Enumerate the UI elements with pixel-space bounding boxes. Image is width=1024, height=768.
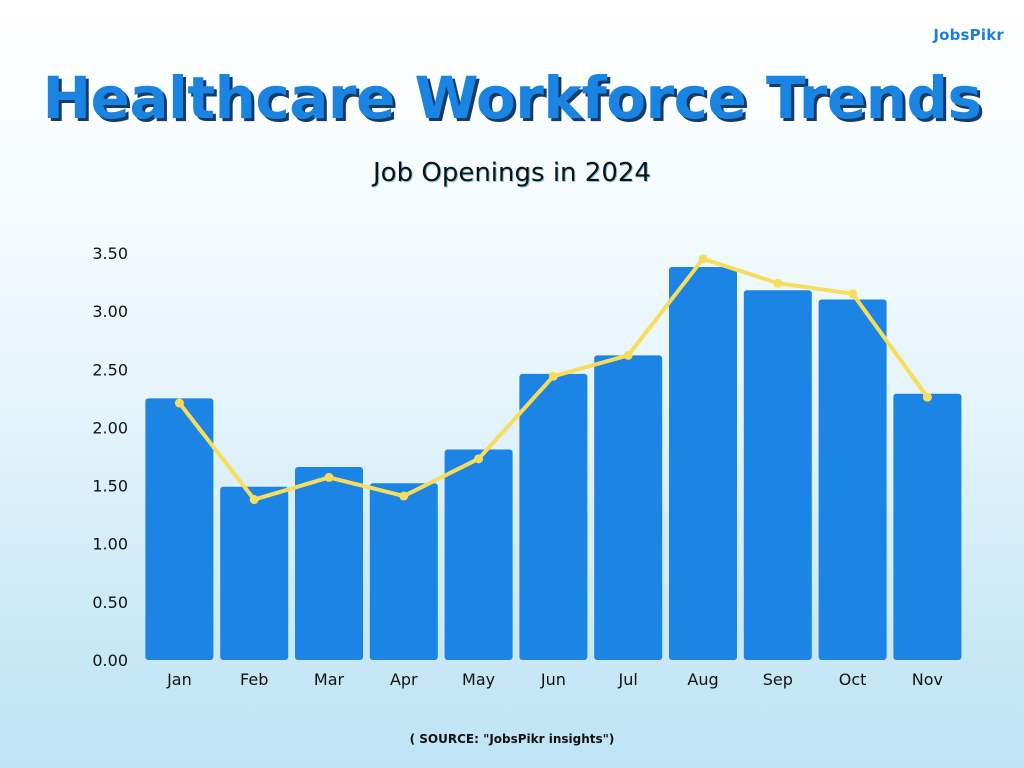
x-axis: Jan Feb Mar Apr May Jun Jul Aug Sep Oct Nov [166, 670, 943, 689]
y-tick-label: 3.00 [92, 302, 128, 321]
bar-feb [220, 486, 289, 660]
x-tick-label: Jul [618, 670, 638, 689]
line-point-apr [399, 491, 409, 501]
x-tick-label: Apr [390, 670, 418, 689]
x-tick-label: Aug [687, 670, 718, 689]
y-tick-label: 0.00 [92, 651, 128, 670]
bar-jan [145, 398, 214, 660]
line-point-jun [548, 371, 558, 381]
bar-aug [669, 266, 737, 660]
x-tick-label: Feb [240, 670, 268, 689]
line-point-mar [324, 472, 334, 482]
jobspikr-logo: JobsPikr [933, 26, 1004, 44]
line-point-jul [623, 350, 633, 360]
line-point-aug [698, 254, 708, 264]
x-tick-label: Jun [540, 670, 566, 689]
bar-nov [893, 393, 962, 660]
x-tick-label: Nov [912, 670, 943, 689]
y-tick-label: 2.00 [92, 418, 128, 437]
line-point-may [474, 454, 484, 464]
y-tick-label: 1.00 [92, 535, 128, 554]
line-series [174, 254, 932, 505]
y-tick-label: 2.50 [92, 360, 128, 379]
x-tick-label: Sep [763, 670, 793, 689]
x-tick-label: Jan [166, 670, 192, 689]
line-point-feb [249, 495, 259, 505]
bar-oct [818, 299, 887, 660]
chart-subtitle: Job Openings in 2024 [373, 158, 651, 188]
bar-jul [594, 355, 663, 660]
chart-title: Healthcare Workforce Trends [42, 64, 982, 132]
bar-mar [295, 466, 363, 660]
x-tick-label: May [462, 670, 495, 689]
y-axis: 0.00 0.50 1.00 1.50 2.00 2.50 3.00 3.50 [92, 244, 128, 670]
bar-sep [743, 290, 812, 660]
bar-series [145, 266, 962, 660]
bar-may [444, 449, 513, 660]
x-tick-label: Oct [839, 670, 867, 689]
line-point-jan [174, 398, 184, 408]
line-point-oct [848, 289, 858, 299]
bar-jun [519, 373, 588, 660]
source-note: ( SOURCE: "JobsPikr insights") [409, 732, 615, 746]
line-point-sep [773, 278, 783, 288]
y-tick-label: 1.50 [92, 477, 128, 496]
bar-apr [369, 483, 438, 660]
y-tick-label: 3.50 [92, 244, 128, 263]
x-tick-label: Mar [314, 670, 345, 689]
y-tick-label: 0.50 [92, 593, 128, 612]
line-point-nov [922, 392, 932, 402]
